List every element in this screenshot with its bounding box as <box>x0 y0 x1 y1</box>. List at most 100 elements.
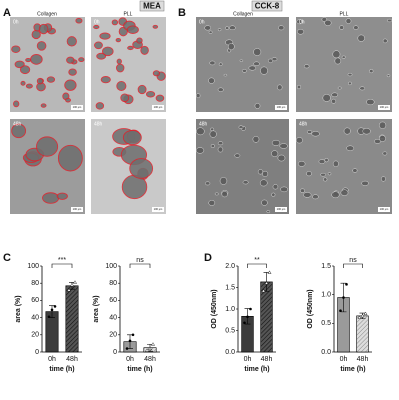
x-tick-label: 0h <box>244 356 252 363</box>
cell <box>25 57 32 63</box>
cell <box>296 137 303 144</box>
cell <box>357 34 365 42</box>
scale-bar <box>152 207 164 212</box>
y-axis-label: area (%) <box>93 295 100 322</box>
data-point <box>264 281 269 285</box>
data-point <box>267 270 272 274</box>
cell <box>57 144 83 172</box>
cell <box>277 154 286 162</box>
cell <box>227 43 235 51</box>
data-point <box>151 342 155 346</box>
data-point <box>47 315 51 319</box>
cell <box>205 181 211 186</box>
cell <box>378 121 387 129</box>
bar <box>356 315 369 353</box>
cell <box>225 26 230 30</box>
cell <box>208 200 216 206</box>
y-tick-label: 1.5 <box>225 284 235 291</box>
cell <box>95 102 105 110</box>
panel-label: A <box>3 7 11 19</box>
cell <box>19 65 31 75</box>
charts: 0 20 40 60 80 100 area (%) 0h 48h *** time (h) 0 20 4… <box>15 257 372 373</box>
column-label: PLL <box>124 11 133 17</box>
cell <box>296 19 304 25</box>
data-point <box>342 296 345 299</box>
cell <box>352 168 358 173</box>
cell <box>195 147 205 154</box>
cell <box>331 191 340 199</box>
y-tick-label: 0.0 <box>321 349 331 356</box>
cell <box>75 17 83 24</box>
scale-bar <box>378 105 390 110</box>
cell <box>387 18 393 23</box>
x-tick-label: 0h <box>48 356 56 363</box>
cell <box>78 57 85 62</box>
cell <box>42 192 60 204</box>
header: CCK-8 <box>255 2 280 11</box>
column-label: PLL <box>340 11 349 17</box>
cell <box>297 161 306 167</box>
significance: ns <box>349 257 357 264</box>
cell <box>253 61 260 66</box>
y-tick-label: 2.0 <box>225 263 235 270</box>
cell <box>217 141 224 146</box>
data-point <box>128 339 132 343</box>
cell <box>196 93 201 98</box>
cell <box>204 25 211 31</box>
cell <box>272 184 279 190</box>
cell <box>327 172 332 176</box>
panel-label: D <box>204 252 212 264</box>
cell <box>252 136 260 143</box>
cell <box>303 64 310 69</box>
time-label: 0h <box>94 19 100 25</box>
cell <box>116 63 125 73</box>
data-point <box>148 346 152 350</box>
cell <box>40 103 47 108</box>
cell <box>332 160 339 167</box>
scale-label: 100 μm <box>73 207 82 211</box>
y-axis-label: area (%) <box>15 295 22 322</box>
cell <box>115 37 122 43</box>
y-tick-label: 100 <box>27 263 39 270</box>
scale-label: 100 μm <box>277 105 286 109</box>
data-point <box>246 315 249 319</box>
cell <box>312 194 319 200</box>
cell <box>140 45 149 55</box>
cell <box>223 73 228 77</box>
cell <box>261 199 268 206</box>
cell <box>20 80 26 86</box>
cell <box>234 153 241 158</box>
cell <box>382 38 388 44</box>
cell <box>102 46 114 57</box>
data-point <box>357 315 362 319</box>
header-box <box>139 0 165 12</box>
cell <box>11 45 21 53</box>
scale-bar <box>275 207 287 212</box>
cell <box>100 76 111 84</box>
cell <box>30 53 43 65</box>
data-point <box>145 348 149 352</box>
y-tick-label: 100 <box>105 263 117 270</box>
cell <box>229 25 236 31</box>
y-tick-label: 60 <box>31 297 39 304</box>
x-axis-label: time (h) <box>340 366 365 373</box>
header-box <box>251 0 283 12</box>
data-point <box>249 307 252 311</box>
cell <box>380 176 386 182</box>
scale-label: 100 μm <box>73 105 82 109</box>
cell <box>347 72 353 77</box>
x-tick-label: 48h <box>144 356 156 363</box>
cell <box>65 97 71 103</box>
cell <box>306 171 312 177</box>
time-label: 0h <box>299 19 305 25</box>
cell <box>152 70 161 77</box>
cell <box>323 177 328 182</box>
time-label: 0h <box>13 19 19 25</box>
data-point <box>345 283 348 286</box>
cell <box>218 62 223 66</box>
cell <box>386 74 391 78</box>
cell <box>214 192 219 196</box>
cell <box>266 210 271 213</box>
cell <box>334 57 342 65</box>
y-tick-label: 0.5 <box>321 320 331 327</box>
